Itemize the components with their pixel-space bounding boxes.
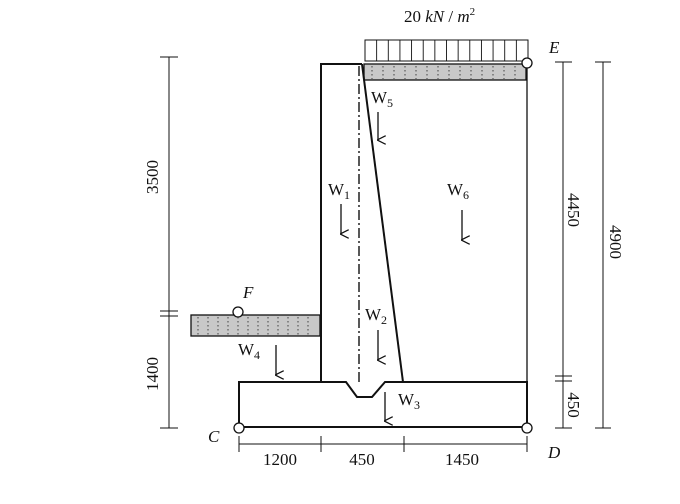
bottom-dimension — [238, 436, 528, 452]
point-d-marker — [521, 422, 533, 434]
point-c-marker — [233, 422, 245, 434]
dim-right-inner: 4450 — [564, 193, 583, 227]
svg-text:W1: W1 — [328, 180, 350, 202]
weight-w4: W4 — [238, 340, 276, 375]
svg-text:W4: W4 — [238, 340, 260, 362]
left-dimension — [160, 56, 178, 429]
svg-text:W6: W6 — [447, 180, 469, 202]
surcharge-ticks — [376, 40, 517, 61]
toe-soil-layer — [190, 314, 321, 337]
point-c-label: C — [208, 427, 220, 446]
dim-left-upper: 3500 — [143, 160, 162, 194]
point-d-label: D — [547, 443, 561, 462]
dim-base-right: 1450 — [445, 450, 479, 469]
weight-w2: W2 — [365, 305, 387, 360]
weight-w1: W1 — [328, 180, 350, 234]
toe-soil-pattern — [197, 317, 309, 335]
backfill-surface-layer — [363, 63, 527, 81]
dim-right-base: 450 — [564, 392, 583, 418]
surcharge-load — [364, 39, 529, 62]
svg-text:W5: W5 — [371, 88, 393, 110]
point-e-marker — [521, 57, 533, 69]
dim-right-outer: 4900 — [606, 225, 625, 259]
svg-text:W3: W3 — [398, 390, 420, 412]
point-markers — [232, 57, 533, 434]
point-f-label: F — [242, 283, 254, 302]
weight-w5: W5 — [371, 88, 393, 140]
dim-base-left: 1200 — [263, 450, 297, 469]
weight-w3: W3 — [385, 390, 420, 421]
svg-text:W2: W2 — [365, 305, 387, 327]
dim-base-mid: 450 — [349, 450, 375, 469]
dim-left-lower: 1400 — [143, 357, 162, 391]
right-inner-dimension — [555, 61, 572, 429]
weight-w6: W6 — [447, 180, 469, 240]
right-outer-dimension — [595, 61, 611, 429]
point-f-marker — [232, 306, 244, 318]
point-e-label: E — [548, 38, 560, 57]
load-label: 20 kN / m2 — [404, 6, 475, 26]
wall-outline — [238, 63, 528, 428]
